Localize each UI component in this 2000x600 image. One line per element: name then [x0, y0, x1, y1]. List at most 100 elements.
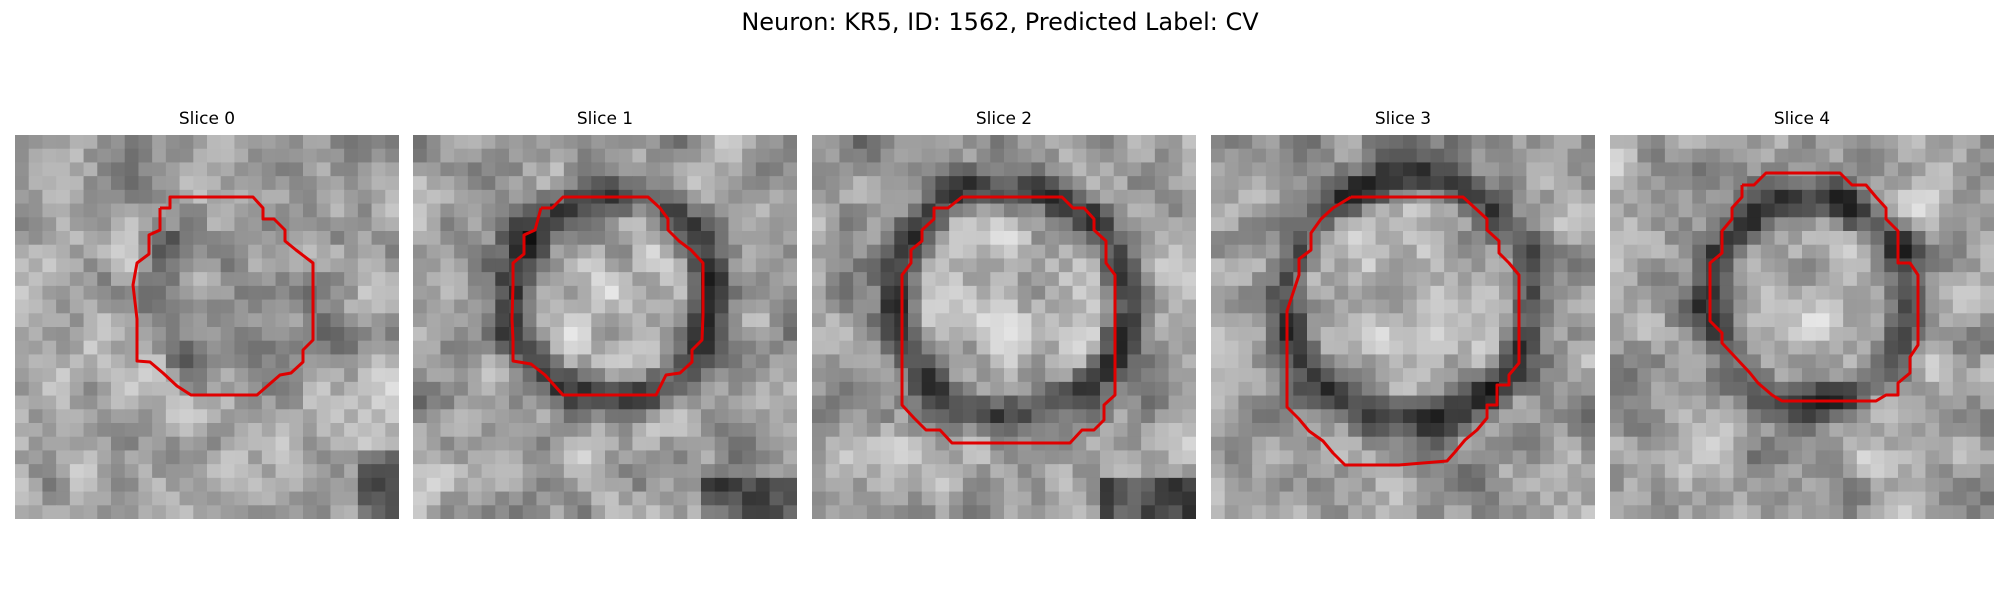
image-pixel: [1540, 258, 1555, 273]
image-pixel: [1966, 381, 1981, 397]
image-pixel: [1911, 395, 1927, 410]
image-pixel: [618, 409, 634, 424]
image-pixel: [357, 203, 373, 218]
image-pixel: [1843, 354, 1858, 369]
image-pixel: [1375, 135, 1390, 150]
image-pixel: [1898, 231, 1913, 246]
image-pixel: [1457, 203, 1473, 218]
image-pixel: [83, 244, 98, 260]
image-pixel: [69, 409, 85, 424]
image-pixel: [1884, 285, 1899, 301]
image-pixel: [1004, 258, 1019, 273]
image-pixel: [1898, 162, 1913, 177]
image-pixel: [495, 464, 510, 479]
image-pixel: [1320, 464, 1336, 479]
image-pixel: [1692, 381, 1707, 397]
image-pixel: [303, 176, 318, 191]
image-pixel: [220, 135, 236, 150]
image-pixel: [1265, 491, 1281, 506]
image-pixel: [1320, 395, 1336, 410]
image-pixel: [1637, 189, 1652, 205]
image-pixel: [812, 354, 827, 369]
image-pixel: [97, 148, 112, 164]
image-pixel: [316, 135, 332, 150]
image-pixel: [1293, 381, 1308, 397]
image-pixel: [1168, 272, 1183, 287]
image-pixel: [316, 231, 332, 246]
image-pixel: [1307, 272, 1322, 287]
image-pixel: [1224, 244, 1240, 260]
image-pixel: [220, 354, 236, 369]
image-pixel: [1952, 176, 1968, 191]
image-pixel: [1293, 491, 1308, 506]
image-pixel: [1706, 491, 1721, 506]
image-pixel: [371, 148, 386, 164]
image-pixel: [1430, 354, 1445, 369]
image-pixel: [1553, 217, 1569, 232]
image-pixel: [577, 135, 592, 150]
image-pixel: [426, 491, 442, 506]
image-pixel: [111, 244, 126, 260]
image-pixel: [1664, 217, 1680, 232]
image-pixel: [1884, 313, 1899, 328]
image-pixel: [28, 272, 44, 287]
slice-title: Slice 2: [975, 109, 1033, 129]
image-pixel: [234, 395, 249, 410]
image-pixel: [1471, 491, 1486, 506]
image-pixel: [1334, 477, 1349, 493]
image-pixel: [1856, 285, 1872, 301]
image-pixel: [1416, 135, 1432, 150]
image-pixel: [1911, 148, 1927, 164]
image-pixel: [687, 395, 702, 410]
image-pixel: [1113, 162, 1129, 177]
image-pixel: [646, 299, 661, 314]
image-pixel: [124, 381, 140, 397]
image-pixel: [1485, 340, 1500, 356]
image-pixel: [618, 354, 634, 369]
image-pixel: [1802, 354, 1817, 369]
image-pixel: [1045, 368, 1060, 383]
image-pixel: [769, 464, 784, 479]
image-pixel: [1265, 340, 1281, 356]
image-pixel: [1045, 203, 1060, 218]
image-pixel: [1553, 313, 1569, 328]
image-pixel: [1719, 148, 1735, 164]
image-pixel: [1141, 203, 1156, 218]
image-pixel: [536, 272, 551, 287]
image-pixel: [1911, 423, 1927, 438]
image-pixel: [605, 162, 620, 177]
image-pixel: [853, 436, 868, 452]
image-pixel: [1637, 176, 1652, 191]
image-pixel: [440, 395, 455, 410]
image-pixel: [1664, 381, 1680, 397]
image-pixel: [261, 327, 277, 342]
image-pixel: [563, 409, 579, 424]
image-pixel: [1692, 327, 1707, 342]
image-pixel: [949, 313, 964, 328]
image-pixel: [1361, 381, 1377, 397]
image-pixel: [330, 203, 345, 218]
image-pixel: [42, 354, 57, 369]
image-pixel: [550, 162, 565, 177]
image-pixel: [866, 368, 882, 383]
image-pixel: [1471, 436, 1486, 452]
image-pixel: [1141, 340, 1156, 356]
image-pixel: [28, 340, 44, 356]
image-pixel: [69, 340, 85, 356]
image-pixel: [179, 217, 194, 232]
image-pixel: [1320, 313, 1336, 328]
image-pixel: [426, 368, 442, 383]
image-pixel: [1802, 299, 1817, 314]
image-pixel: [1444, 505, 1459, 519]
image-pixel: [1031, 395, 1046, 410]
image-pixel: [1058, 135, 1074, 150]
image-pixel: [1017, 381, 1033, 397]
image-pixel: [1127, 135, 1142, 150]
image-pixel: [1307, 203, 1322, 218]
image-pixel: [1279, 464, 1294, 479]
image-pixel: [1031, 505, 1046, 519]
image-pixel: [440, 299, 455, 314]
image-pixel: [165, 477, 181, 493]
image-pixel: [1334, 368, 1349, 383]
image-pixel: [1361, 436, 1377, 452]
